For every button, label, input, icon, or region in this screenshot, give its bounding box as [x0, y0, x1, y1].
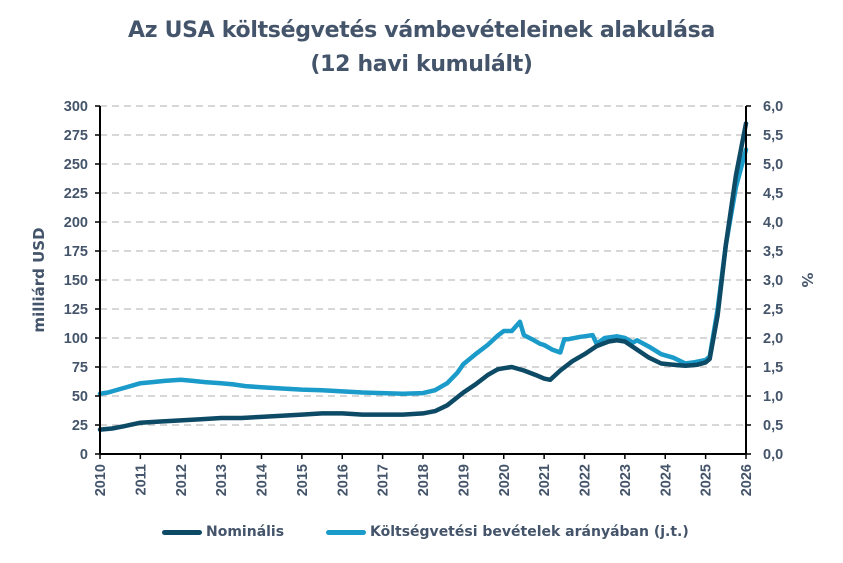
legend-label-share: Költségvetési bevételek arányában (j.t.) [370, 524, 689, 540]
y-axis-label: milliárd USD [30, 227, 48, 332]
x-tick-label: 2022 [578, 464, 594, 496]
x-tick-label: 2010 [93, 464, 109, 496]
y2-axis-label: % [798, 272, 816, 287]
y-tick-label: 225 [64, 186, 88, 202]
y-tick-label: 125 [64, 302, 88, 318]
x-tick-label: 2026 [739, 464, 755, 496]
x-tick-label: 2014 [255, 464, 271, 496]
y2-tick-label: 5,0 [763, 157, 783, 173]
legend-item-share: Költségvetési bevételek arányában (j.t.) [326, 524, 689, 540]
y-tick-label: 75 [72, 360, 88, 376]
legend-item-nominal: Nominális [162, 524, 284, 540]
x-tick-label: 2023 [618, 464, 634, 496]
y-tick-label: 175 [64, 244, 88, 260]
y-tick-label: 150 [64, 273, 88, 289]
y2-tick-label: 0,0 [763, 447, 783, 463]
y2-tick-label: 5,5 [763, 128, 783, 144]
y2-tick-label: 3,0 [763, 273, 783, 289]
x-tick-label: 2011 [133, 464, 149, 495]
x-tick-label: 2017 [376, 464, 392, 496]
y2-axis-ticks: 0,0 0,5 1,0 1,5 2,0 2,5 3,0 3,5 4,0 4,5 5,0 5,5 6,0 [763, 99, 783, 463]
x-tick-label: 2016 [335, 464, 351, 496]
x-tick-label: 2015 [295, 464, 311, 496]
y2-tick-label: 4,0 [763, 215, 783, 231]
y2-tick-label: 4,5 [763, 186, 783, 202]
x-tick-label: 2020 [497, 464, 513, 496]
legend-swatch-share [326, 529, 366, 535]
x-tick-label: 2021 [537, 464, 553, 496]
x-tick-label: 2012 [174, 464, 190, 496]
x-tick-label: 2019 [456, 464, 472, 496]
chart-subtitle: (12 havi kumulált) [310, 52, 533, 77]
y2-tick-label: 2,0 [763, 331, 783, 347]
y-tick-label: 25 [72, 418, 88, 434]
series-line-share [97, 147, 749, 396]
y2-tick-label: 6,0 [763, 99, 783, 115]
y-tick-label: 100 [64, 331, 88, 347]
x-tick-label: 2018 [416, 464, 432, 496]
y-tick-label: 0 [80, 447, 88, 463]
y-tick-label: 275 [64, 128, 88, 144]
y2-tick-label: 0,5 [763, 418, 783, 434]
y2-tick-label: 1,5 [763, 360, 783, 376]
x-tick-label: 2025 [699, 464, 715, 496]
x-tick-label: 2013 [214, 464, 230, 496]
y-tick-label: 50 [72, 389, 88, 405]
chart-title: Az USA költségvetés vámbevételeinek alak… [127, 18, 716, 43]
x-tick-label: 2024 [658, 464, 674, 496]
y2-tick-label: 2,5 [763, 302, 783, 318]
y2-tick-label: 3,5 [763, 244, 783, 260]
y-tick-label: 200 [64, 215, 88, 231]
y-axis-ticks: 0 25 50 75 100 125 150 175 200 225 250 275 300 [64, 99, 88, 463]
y-tick-label: 250 [64, 157, 88, 173]
gridlines [100, 105, 746, 426]
y-tick-label: 300 [64, 99, 88, 115]
axes [95, 105, 751, 459]
legend-label-nominal: Nominális [206, 524, 285, 540]
legend-swatch-nominal [162, 529, 202, 535]
series-line-nominal [97, 121, 749, 432]
series-lines [97, 121, 749, 432]
y2-tick-label: 1,0 [763, 389, 783, 405]
x-axis-ticks: 2010 2011 2012 2013 2014 2015 2016 2017 2018 2019… [93, 464, 755, 496]
